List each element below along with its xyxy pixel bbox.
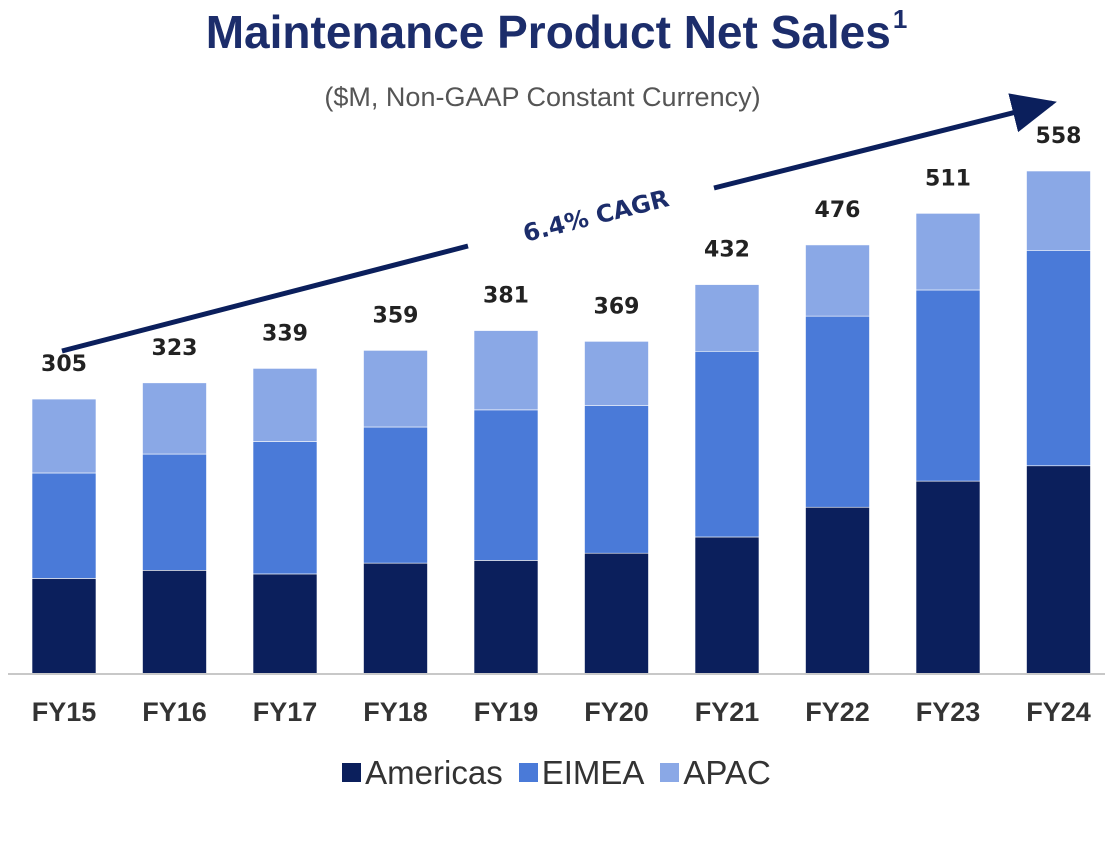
bar-segment-eimea-fy16 [142, 453, 207, 571]
x-tick-label-fy23: FY23 [916, 697, 981, 727]
bar-segment-americas-fy19 [473, 560, 539, 675]
bar-segment-apac-fy20 [584, 341, 649, 406]
bar-segment-americas-fy24 [1026, 465, 1091, 675]
bar-segment-apac-fy23 [915, 213, 981, 291]
cagr-arrow-right-segment [713, 93, 1057, 191]
bar-segment-americas-fy20 [584, 552, 649, 675]
bar-segment-apac-fy15 [31, 398, 97, 474]
legend-label-eimea: EIMEA [541, 753, 645, 791]
bar-segment-americas-fy15 [31, 578, 97, 675]
x-tick-labels-group: FY15 FY16 FY17 FY18 FY19 FY20 FY21 FY22 FY23 FY24 [32, 697, 1091, 727]
bar-segment-americas-fy21 [694, 536, 760, 675]
x-tick-label-fy16: FY16 [142, 697, 207, 727]
cagr-annotation: 6.4% CAGR [520, 184, 672, 247]
bar-segment-americas-fy18 [363, 562, 428, 675]
x-tick-label-fy22: FY22 [805, 697, 870, 727]
total-label-fy24: 558 [1036, 124, 1082, 149]
bar-segment-eimea-fy19 [473, 409, 539, 561]
bar-segment-americas-fy23 [915, 480, 981, 675]
legend-swatch-apac [660, 763, 680, 782]
legend-label-apac: APAC [683, 753, 771, 791]
x-tick-label-fy18: FY18 [363, 697, 428, 727]
title-footnote-marker: 1 [892, 4, 908, 34]
legend-swatch-americas [342, 763, 362, 782]
total-labels-group: 305 323 339 359 381 369 432 476 511 558 [41, 124, 1081, 377]
x-tick-label-fy17: FY17 [253, 697, 318, 727]
x-tick-label-fy20: FY20 [584, 697, 649, 727]
legend: Americas EIMEA APAC [0, 752, 1113, 792]
x-tick-label-fy21: FY21 [695, 697, 760, 727]
legend-item-eimea: EIMEA [518, 753, 645, 792]
total-label-fy17: 339 [262, 321, 308, 346]
chart-title: Maintenance Product Net Sales1 [0, 4, 1113, 59]
legend-swatch-eimea [518, 763, 538, 782]
legend-item-apac: APAC [660, 753, 771, 792]
total-label-fy16: 323 [152, 336, 198, 361]
bar-segment-eimea-fy23 [915, 289, 981, 482]
total-label-fy19: 381 [483, 284, 529, 309]
bar-segment-apac-fy17 [252, 368, 318, 442]
bar-segment-apac-fy18 [363, 350, 428, 428]
x-tick-label-fy19: FY19 [474, 697, 539, 727]
bar-segment-apac-fy16 [142, 382, 207, 455]
total-label-fy20: 369 [594, 294, 640, 319]
bar-segment-eimea-fy20 [584, 405, 649, 554]
chart-subtitle: ($M, Non-GAAP Constant Currency) [324, 82, 761, 112]
bar-segment-apac-fy22 [805, 244, 870, 317]
bar-segment-apac-fy24 [1026, 170, 1091, 251]
total-label-fy18: 359 [373, 303, 419, 328]
total-label-fy23: 511 [925, 166, 971, 191]
bar-segment-eimea-fy21 [694, 350, 760, 538]
legend-label-americas: Americas [365, 753, 503, 791]
bar-segment-americas-fy22 [805, 506, 870, 675]
bar-segment-eimea-fy22 [805, 315, 870, 508]
bar-segment-eimea-fy18 [363, 426, 428, 564]
chart-title-text: Maintenance Product Net Sales [205, 6, 891, 58]
total-label-fy22: 476 [815, 198, 861, 223]
bar-segment-americas-fy16 [142, 570, 207, 675]
bar-segment-eimea-fy24 [1026, 250, 1091, 467]
bar-segment-apac-fy19 [473, 330, 539, 411]
x-tick-label-fy15: FY15 [32, 697, 97, 727]
x-tick-label-fy24: FY24 [1026, 697, 1091, 727]
bar-segment-apac-fy21 [694, 284, 760, 352]
total-label-fy21: 432 [704, 238, 750, 263]
bars-group [31, 170, 1091, 675]
bar-segment-americas-fy17 [252, 573, 318, 675]
legend-item-americas: Americas [342, 754, 503, 792]
cagr-arrow-left-segment [61, 243, 469, 354]
bar-segment-eimea-fy17 [252, 441, 318, 575]
total-label-fy15: 305 [41, 352, 87, 377]
bar-segment-eimea-fy15 [31, 472, 97, 579]
